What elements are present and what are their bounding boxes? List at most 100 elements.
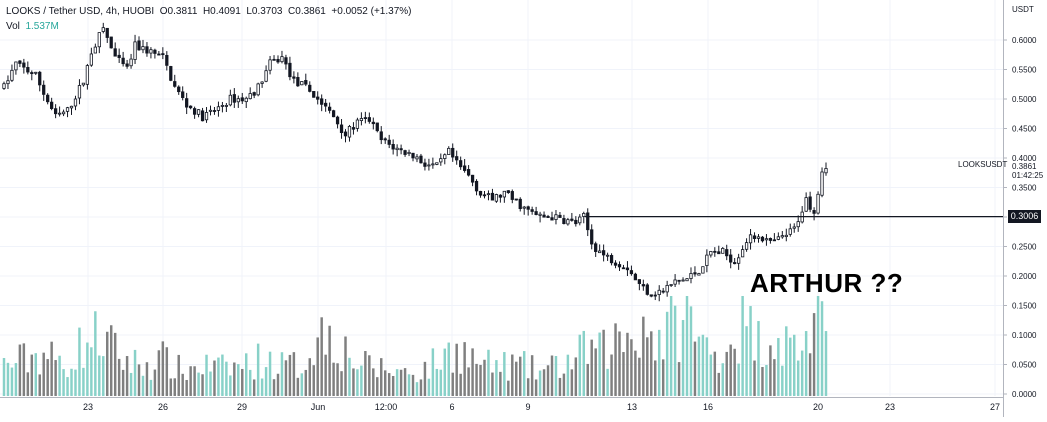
volume-bar bbox=[22, 343, 26, 396]
candle-body bbox=[717, 251, 721, 255]
candle-body bbox=[320, 98, 324, 105]
x-tick-label-2: 29 bbox=[237, 402, 247, 412]
arthur-annotation: ARTHUR ?? bbox=[750, 268, 904, 298]
candle-body bbox=[355, 119, 360, 129]
open-value: O0.3811 bbox=[159, 6, 198, 17]
candle-body bbox=[641, 284, 645, 287]
volume-bar bbox=[729, 344, 732, 396]
candle-body bbox=[693, 272, 697, 275]
volume-bar bbox=[328, 325, 331, 396]
y-tick-label-0: 0.6000 bbox=[1012, 36, 1037, 45]
volume-bar bbox=[58, 355, 61, 396]
volume-bar bbox=[824, 331, 828, 396]
volume-bar bbox=[395, 369, 399, 396]
volume-bar bbox=[82, 367, 85, 396]
volume-bar bbox=[205, 354, 208, 396]
y-tick-label-4: 0.4000 bbox=[1012, 154, 1037, 163]
candle-body bbox=[149, 49, 153, 54]
volume-bar bbox=[753, 360, 756, 396]
x-tick-label-7: 13 bbox=[627, 402, 637, 412]
volume-bar bbox=[141, 375, 145, 396]
volume-bar bbox=[411, 374, 415, 396]
candle-body bbox=[379, 131, 383, 141]
candle-body bbox=[466, 169, 471, 176]
candle-body bbox=[165, 54, 169, 66]
volume-bar bbox=[522, 351, 526, 396]
volume-bar bbox=[789, 337, 792, 396]
volume-bar bbox=[491, 372, 494, 396]
candle-body bbox=[776, 236, 780, 240]
candle-body bbox=[105, 27, 109, 38]
candle-body bbox=[81, 82, 86, 86]
volume-bar bbox=[495, 360, 498, 396]
volume-bar bbox=[185, 379, 188, 396]
volume-bar bbox=[78, 327, 81, 396]
candle-body bbox=[586, 212, 590, 231]
volume-bar bbox=[451, 372, 454, 396]
candle-body bbox=[713, 250, 717, 253]
volume-bar bbox=[233, 362, 236, 396]
y-tick-label-8: 0.2000 bbox=[1012, 272, 1037, 281]
candle-body bbox=[554, 214, 558, 220]
volume-bar bbox=[248, 369, 252, 396]
candle-body bbox=[296, 77, 300, 87]
candle-body bbox=[768, 238, 773, 241]
volume-bar bbox=[574, 357, 578, 396]
candle-body bbox=[582, 212, 586, 217]
candle-body bbox=[601, 250, 606, 256]
candle-body bbox=[681, 279, 685, 282]
volume-bar bbox=[276, 373, 280, 396]
volume-bar bbox=[697, 336, 701, 396]
candle-body bbox=[498, 194, 503, 198]
candle-body bbox=[244, 97, 248, 103]
candle-body bbox=[268, 59, 272, 71]
volume-bar bbox=[197, 372, 200, 396]
volume-bar bbox=[638, 357, 641, 396]
volume-bar bbox=[403, 368, 407, 396]
candle-body bbox=[570, 218, 574, 221]
volume-bar bbox=[793, 334, 796, 396]
candle-body bbox=[459, 160, 463, 168]
volume-bar bbox=[618, 331, 621, 396]
volume-bar bbox=[499, 371, 502, 396]
volume-bar bbox=[348, 357, 351, 396]
volume-bar bbox=[129, 372, 133, 396]
candle-body bbox=[220, 105, 225, 107]
candle-body bbox=[240, 97, 244, 102]
candle-body bbox=[73, 98, 78, 107]
candle-body bbox=[447, 147, 451, 155]
volume-bar bbox=[737, 363, 740, 396]
candle-body bbox=[351, 127, 356, 130]
candle-body bbox=[18, 60, 22, 64]
y-tick-label-12: 0.0000 bbox=[1012, 390, 1037, 399]
candle-body bbox=[308, 84, 312, 92]
candle-body bbox=[260, 81, 264, 84]
candle-body bbox=[772, 239, 777, 242]
candle-body bbox=[522, 206, 526, 209]
candle-body bbox=[6, 80, 10, 85]
candle-body bbox=[796, 221, 800, 228]
candle-body bbox=[57, 112, 62, 115]
candle-body bbox=[42, 84, 46, 95]
volume-bar bbox=[173, 378, 176, 396]
volume-bar bbox=[30, 354, 34, 396]
volume-bar bbox=[455, 343, 458, 396]
volume-bar bbox=[820, 301, 824, 396]
volume-bar bbox=[304, 369, 308, 396]
candle-body bbox=[744, 242, 749, 250]
candle-body bbox=[665, 284, 669, 293]
candle-body bbox=[339, 124, 344, 134]
volume-bar bbox=[419, 379, 423, 396]
candle-body bbox=[490, 192, 495, 201]
volume-bar bbox=[50, 341, 53, 396]
candle-body bbox=[236, 98, 240, 103]
volume-bar bbox=[673, 305, 677, 396]
candle-body bbox=[550, 217, 554, 221]
volume-bar bbox=[558, 377, 562, 396]
candle-body bbox=[474, 180, 479, 192]
volume-bar bbox=[121, 369, 125, 396]
candle-body bbox=[673, 279, 677, 285]
candle-body bbox=[157, 53, 161, 56]
